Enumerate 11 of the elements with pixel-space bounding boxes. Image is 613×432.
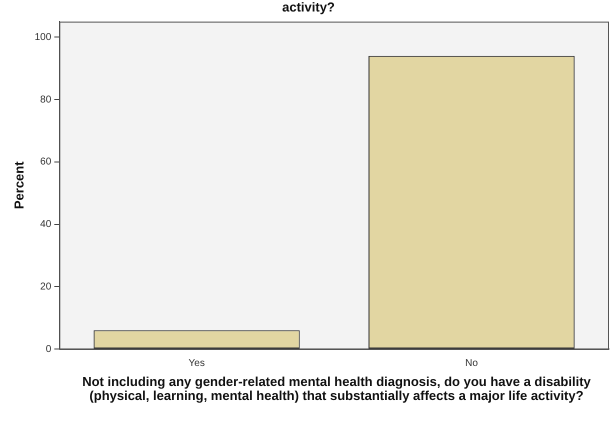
y-tick-label: 100 <box>34 32 52 43</box>
x-tick-label: Yes <box>188 358 205 369</box>
y-tick-label: 60 <box>40 156 52 168</box>
y-tick-label: 20 <box>40 281 52 292</box>
x-tick-label: No <box>465 358 478 369</box>
y-axis-title: Percent <box>11 160 26 210</box>
chart-title: activity? <box>282 0 335 14</box>
y-tick-label: 0 <box>46 344 52 355</box>
y-tick-label: 80 <box>40 94 52 106</box>
x-axis-title: Not including any gender-related mental health diagnosis, do you have a disability (physical, learning, mental health) that substantially affects a major life activity? <box>81 374 592 403</box>
y-tick-label: 40 <box>40 219 52 230</box>
